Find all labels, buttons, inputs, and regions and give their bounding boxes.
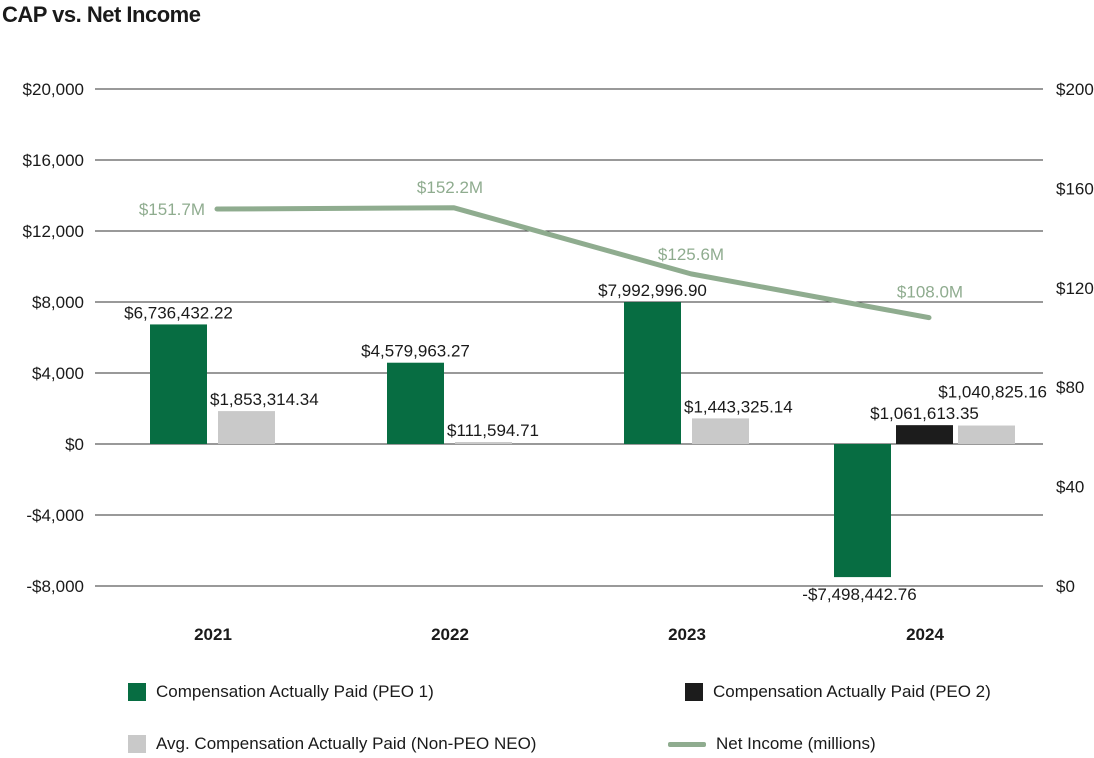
category-label: 2023	[668, 625, 706, 644]
net-income-label: $125.6M	[658, 245, 724, 264]
bar-peo1	[150, 324, 207, 444]
net-income-line	[214, 205, 932, 321]
bar-non-peo	[218, 411, 275, 444]
legend-swatch-non-peo	[128, 735, 146, 753]
legend-label-net-income: Net Income (millions)	[716, 734, 876, 753]
legend-label-peo2: Compensation Actually Paid (PEO 2)	[713, 682, 991, 701]
chart-title: CAP vs. Net Income	[2, 2, 201, 27]
legend-item-non-peo: Avg. Compensation Actually Paid (Non-PEO…	[128, 734, 536, 754]
right-axis-tick-label: $80	[1056, 378, 1084, 397]
left-axis-tick-label: -$4,000	[26, 506, 84, 525]
left-axis-tick-label: $20,000	[23, 80, 84, 99]
bar-non-peo	[455, 442, 512, 444]
bar-label-peo1: $6,736,432.22	[124, 303, 233, 322]
bar-non-peo	[958, 425, 1015, 444]
bar-peo1	[387, 362, 444, 444]
legend-swatch-net-income	[668, 741, 706, 747]
legend-item-peo2: Compensation Actually Paid (PEO 2)	[685, 682, 991, 702]
right-axis-tick-label: $0	[1056, 577, 1075, 596]
category-label: 2024	[906, 625, 944, 644]
category-label: 2022	[431, 625, 469, 644]
legend-swatch-peo2	[685, 683, 703, 701]
bar-peo2	[896, 425, 953, 444]
legend-label-peo1: Compensation Actually Paid (PEO 1)	[156, 682, 434, 701]
bar-label-non-peo: $1,853,314.34	[210, 390, 319, 409]
bar-non-peo	[692, 418, 749, 444]
right-axis-tick-label: $120	[1056, 279, 1094, 298]
bar-label-peo1: -$7,498,442.76	[802, 585, 916, 604]
legend-item-net-income: Net Income (millions)	[668, 734, 876, 754]
bar-label-non-peo: $1,443,325.14	[684, 397, 793, 416]
left-axis-tick-label: -$8,000	[26, 577, 84, 596]
net-income-label: $151.7M	[139, 200, 205, 219]
left-axis-tick-label: $0	[65, 435, 84, 454]
bar-label-peo2: $1,061,613.35	[870, 404, 979, 423]
category-label: 2021	[194, 625, 232, 644]
left-axis-tick-label: $12,000	[23, 222, 84, 241]
right-axis-tick-label: $160	[1056, 179, 1094, 198]
left-axis-tick-label: $8,000	[32, 293, 84, 312]
bar-label-peo1: $7,992,996.90	[598, 281, 707, 300]
left-axis-tick-label: $16,000	[23, 151, 84, 170]
bar-peo1	[834, 444, 891, 578]
legend-label-non-peo: Avg. Compensation Actually Paid (Non-PEO…	[156, 734, 537, 753]
legend-swatch-peo1	[128, 683, 146, 701]
net-income-label: $108.0M	[897, 283, 963, 302]
left-axis-tick-label: $4,000	[32, 364, 84, 383]
bar-peo1	[624, 302, 681, 444]
bar-label-non-peo: $1,040,825.16	[938, 383, 1047, 402]
bar-label-peo1: $4,579,963.27	[361, 342, 470, 361]
legend-item-peo1: Compensation Actually Paid (PEO 1)	[128, 682, 434, 702]
net-income-label: $152.2M	[417, 178, 483, 197]
right-axis-tick-label: $200	[1056, 80, 1094, 99]
bar-label-non-peo: $111,594.71	[447, 421, 539, 440]
right-axis-tick-label: $40	[1056, 478, 1084, 497]
